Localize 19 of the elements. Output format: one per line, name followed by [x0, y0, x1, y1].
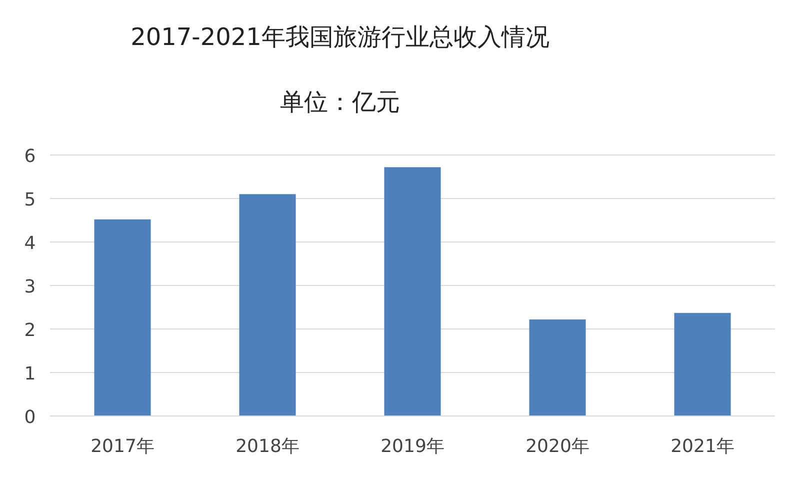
- y-tick-label: 1: [24, 364, 36, 384]
- x-tick-label: 2020年: [526, 436, 590, 457]
- y-tick-label: 0: [24, 407, 36, 428]
- y-tick-label: 5: [24, 190, 36, 210]
- x-tick-label: 2021年: [670, 436, 734, 457]
- bar: [529, 319, 586, 416]
- y-tick-label: 2: [24, 320, 36, 341]
- bar: [384, 167, 441, 416]
- y-tick-label: 4: [24, 233, 36, 254]
- x-tick-label: 2019年: [380, 436, 444, 457]
- bar: [239, 194, 296, 416]
- y-tick-label: 6: [24, 146, 36, 167]
- chart-title: 2017-2021年我国旅游行业总收入情况: [130, 23, 550, 51]
- x-tick-label: 2018年: [236, 436, 300, 457]
- bar: [674, 312, 731, 416]
- chart-subtitle: 单位：亿元: [280, 88, 400, 116]
- bar: [94, 219, 151, 416]
- y-tick-label: 3: [24, 276, 36, 298]
- x-tick-label: 2017年: [90, 436, 154, 457]
